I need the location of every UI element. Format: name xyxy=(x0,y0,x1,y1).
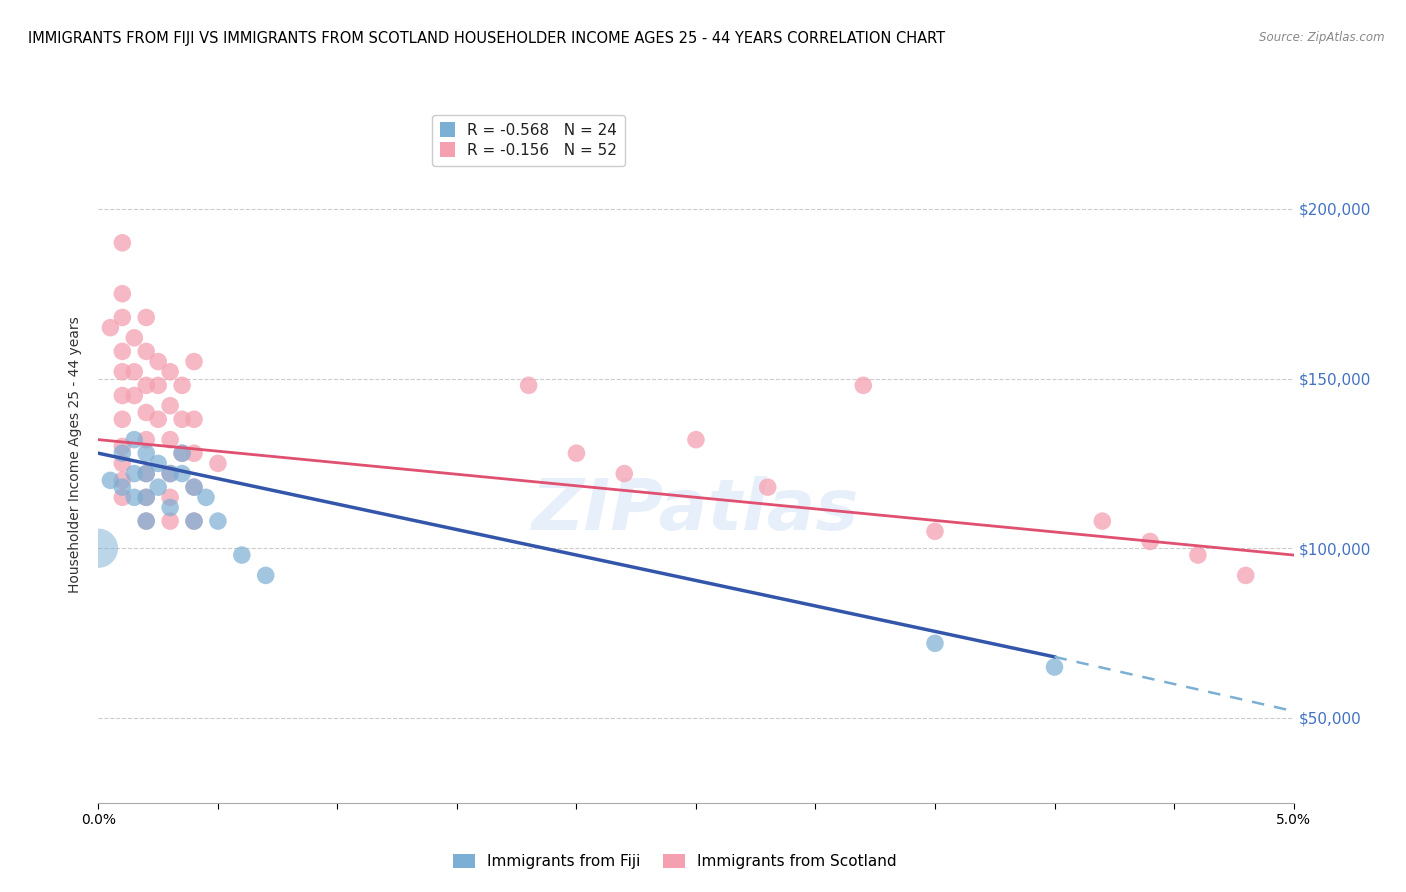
Y-axis label: Householder Income Ages 25 - 44 years: Householder Income Ages 25 - 44 years xyxy=(69,317,83,593)
Point xyxy=(100,320,122,334)
Point xyxy=(148,412,170,426)
Point xyxy=(111,388,134,402)
Point xyxy=(254,568,277,582)
Point xyxy=(172,467,194,481)
Point xyxy=(207,457,229,471)
Text: ZIPatlas: ZIPatlas xyxy=(533,476,859,545)
Point xyxy=(111,412,134,426)
Point xyxy=(135,491,157,505)
Legend: Immigrants from Fiji, Immigrants from Scotland: Immigrants from Fiji, Immigrants from Sc… xyxy=(447,847,903,875)
Point xyxy=(135,467,157,481)
Point xyxy=(148,378,170,392)
Point xyxy=(148,354,170,368)
Point xyxy=(111,480,134,494)
Point xyxy=(124,433,146,447)
Point xyxy=(183,446,205,460)
Point xyxy=(172,446,194,460)
Point xyxy=(124,365,146,379)
Point xyxy=(111,446,134,460)
Point xyxy=(1234,568,1257,582)
Point xyxy=(159,467,181,481)
Point xyxy=(195,491,218,505)
Point xyxy=(148,457,170,471)
Point xyxy=(135,405,157,419)
Text: Source: ZipAtlas.com: Source: ZipAtlas.com xyxy=(1260,31,1385,45)
Point xyxy=(124,467,146,481)
Point xyxy=(135,344,157,359)
Point xyxy=(172,378,194,392)
Point xyxy=(111,310,134,325)
Point xyxy=(159,500,181,515)
Point xyxy=(135,491,157,505)
Point xyxy=(159,365,181,379)
Point xyxy=(100,474,122,488)
Point xyxy=(183,412,205,426)
Point xyxy=(159,514,181,528)
Point xyxy=(87,541,110,556)
Point xyxy=(1043,660,1066,674)
Point xyxy=(135,433,157,447)
Point xyxy=(124,388,146,402)
Point xyxy=(111,491,134,505)
Point xyxy=(183,514,205,528)
Point xyxy=(159,399,181,413)
Point xyxy=(1091,514,1114,528)
Point xyxy=(111,344,134,359)
Point xyxy=(172,446,194,460)
Point xyxy=(135,514,157,528)
Point xyxy=(231,548,253,562)
Point xyxy=(111,474,134,488)
Point xyxy=(159,491,181,505)
Point xyxy=(183,480,205,494)
Point xyxy=(135,514,157,528)
Point xyxy=(159,467,181,481)
Point xyxy=(756,480,779,494)
Point xyxy=(1187,548,1209,562)
Point xyxy=(159,433,181,447)
Point xyxy=(148,480,170,494)
Legend: R = -0.568   N = 24, R = -0.156   N = 52: R = -0.568 N = 24, R = -0.156 N = 52 xyxy=(432,115,626,166)
Point xyxy=(613,467,636,481)
Point xyxy=(183,354,205,368)
Point xyxy=(111,286,134,301)
Point xyxy=(124,491,146,505)
Point xyxy=(183,480,205,494)
Point xyxy=(111,235,134,250)
Point xyxy=(924,636,946,650)
Point xyxy=(135,310,157,325)
Point xyxy=(111,365,134,379)
Point xyxy=(1139,534,1161,549)
Point xyxy=(124,331,146,345)
Point xyxy=(135,467,157,481)
Point xyxy=(685,433,707,447)
Point xyxy=(135,378,157,392)
Point xyxy=(517,378,540,392)
Point xyxy=(924,524,946,539)
Point xyxy=(852,378,875,392)
Point xyxy=(172,412,194,426)
Point xyxy=(183,514,205,528)
Point xyxy=(135,446,157,460)
Text: IMMIGRANTS FROM FIJI VS IMMIGRANTS FROM SCOTLAND HOUSEHOLDER INCOME AGES 25 - 44: IMMIGRANTS FROM FIJI VS IMMIGRANTS FROM … xyxy=(28,31,945,46)
Point xyxy=(111,457,134,471)
Point xyxy=(565,446,588,460)
Point xyxy=(207,514,229,528)
Point xyxy=(111,439,134,453)
